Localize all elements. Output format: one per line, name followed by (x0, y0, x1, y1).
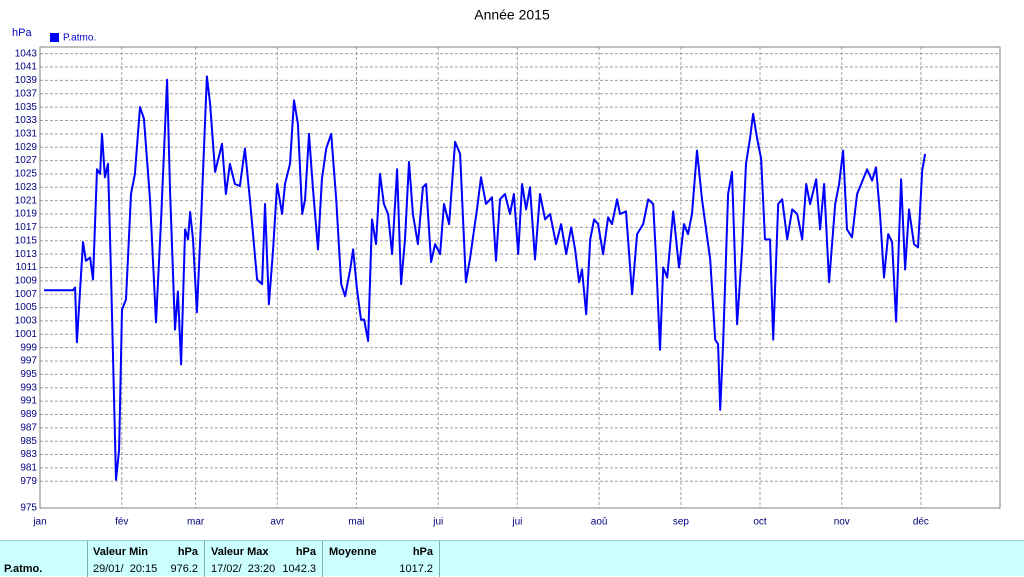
chart: Année 2015 hPa 975 979 981 983 985 987 989 991 9… (12, 7, 1001, 528)
col-date: 29/01/ 20:15 (93, 563, 158, 575)
y-tick-label: 1025 (15, 169, 38, 180)
y-tick-label: 1009 (15, 275, 38, 286)
y-tick-label: 1035 (15, 102, 38, 113)
col-header: Moyenne (329, 546, 377, 558)
col-unit: hPa (295, 546, 316, 558)
col-unit: hPa (177, 546, 198, 558)
chart-title: Année 2015 (474, 7, 550, 23)
x-tick-label: nov (834, 517, 850, 528)
col-header: Valeur Max (211, 546, 269, 558)
x-tick-label: sep (673, 517, 690, 528)
y-tick-label: 1041 (15, 62, 38, 73)
col-value: 1017.2 (399, 563, 433, 575)
y-tick-label: 981 (20, 463, 37, 474)
y-tick-label: 1015 (15, 235, 38, 246)
y-tick-label: 1021 (15, 195, 38, 206)
col-unit: hPa (412, 546, 433, 558)
y-tick-label: 993 (20, 382, 37, 393)
y-tick-label: 1031 (15, 128, 38, 139)
y-tick-label: 1003 (15, 316, 38, 327)
plot-area (40, 47, 1000, 508)
legend-swatch (50, 33, 59, 42)
x-tick-label: jui (511, 517, 522, 528)
y-tick-label: 1019 (15, 209, 38, 220)
y-tick-label: 1011 (15, 262, 37, 273)
y-tick-label: 1039 (15, 75, 38, 86)
data-line (44, 75, 927, 481)
y-tick-label: 995 (20, 369, 37, 380)
y-tick-label: 999 (20, 342, 37, 353)
y-tick-label: 1017 (15, 222, 38, 233)
stats-row-cell: P.atmo. (0, 541, 88, 577)
stats-cell: Moyenne hPa 1017.2 (323, 541, 440, 577)
y-tick-label: 1007 (15, 289, 38, 300)
x-tick-label: jan (32, 517, 46, 528)
x-tick-label: oct (753, 517, 767, 528)
x-tick-label: aoû (591, 517, 608, 528)
y-tick-label: 1005 (15, 302, 38, 313)
y-axis-label: hPa (12, 27, 32, 39)
x-tick-label: déc (913, 517, 929, 528)
x-tick-label: mar (187, 517, 205, 528)
y-tick-label: 1029 (15, 142, 38, 153)
y-tick-label: 987 (20, 422, 37, 433)
legend-label: P.atmo. (63, 33, 96, 44)
y-tick-label: 1001 (15, 329, 38, 340)
y-tick-label: 1013 (15, 249, 38, 260)
y-tick-label: 1043 (15, 48, 38, 59)
row-label: P.atmo. (4, 563, 43, 575)
x-tick-label: jui (432, 517, 443, 528)
y-tick-label: 975 (20, 503, 37, 514)
x-tick-label: mai (348, 517, 364, 528)
y-tick-label: 1033 (15, 115, 38, 126)
plot-frame (39, 46, 1001, 509)
x-tick-label: avr (270, 517, 285, 528)
col-value: 1042.3 (282, 563, 316, 575)
y-tick-label: 1037 (15, 88, 38, 99)
y-tick-label: 983 (20, 449, 37, 460)
stats-cell: Valeur Max hPa 17/02/ 23:20 1042.3 (205, 541, 323, 577)
x-tick-label: fév (115, 517, 128, 528)
y-tick-label: 1023 (15, 182, 38, 193)
y-tick-label: 989 (20, 409, 37, 420)
stats-panel: P.atmo. Valeur Min hPa 29/01/ 20:15 976.… (0, 540, 1024, 577)
y-tick-label: 979 (20, 476, 37, 487)
col-date: 17/02/ 23:20 (211, 563, 276, 575)
col-header: Valeur Min (93, 546, 149, 558)
col-value: 976.2 (170, 563, 198, 575)
y-tick-label: 1027 (15, 155, 38, 166)
stats-cell: Valeur Min hPa 29/01/ 20:15 976.2 (88, 541, 205, 577)
y-tick-label: 991 (20, 396, 37, 407)
y-tick-label: 997 (20, 356, 37, 367)
y-tick-label: 985 (20, 436, 37, 447)
